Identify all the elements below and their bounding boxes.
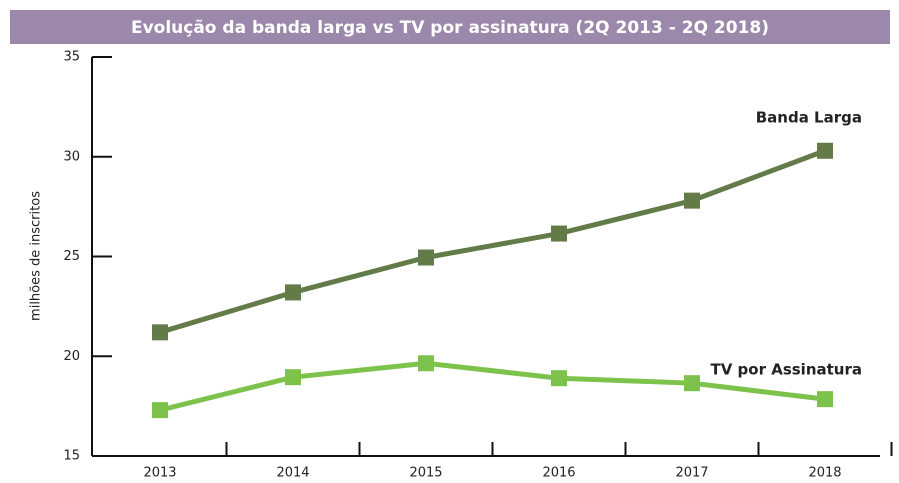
series-label: Banda Larga — [756, 108, 862, 126]
x-tick-label: 2017 — [675, 466, 708, 481]
y-tick-label: 35 — [63, 50, 80, 65]
chart-title: Evolução da banda larga vs TV por assina… — [131, 18, 769, 38]
x-tick-label: 2018 — [808, 466, 841, 481]
y-tick-label: 25 — [63, 249, 80, 264]
point — [285, 369, 301, 386]
series-label: TV por Assinatura — [710, 361, 862, 379]
point — [684, 192, 700, 209]
title-banner — [10, 10, 890, 44]
y-tick-label: 20 — [63, 349, 80, 364]
point — [418, 355, 434, 372]
point — [551, 370, 567, 387]
y-tick-label: 15 — [63, 449, 80, 464]
point — [684, 375, 700, 392]
y-tick-label: 30 — [63, 149, 80, 164]
x-tick-label: 2013 — [143, 466, 176, 481]
point — [551, 225, 567, 242]
x-tick-label: 2014 — [276, 466, 309, 481]
point — [152, 402, 168, 419]
point — [817, 391, 833, 408]
y-axis-label: milhões de inscritos — [29, 191, 44, 321]
series-line — [159, 148, 826, 335]
x-tick-label: 2015 — [409, 466, 442, 481]
point — [152, 324, 168, 341]
x-tick-label: 2016 — [542, 466, 575, 481]
point — [418, 249, 434, 266]
point — [817, 142, 833, 159]
point — [285, 284, 301, 301]
series-line — [159, 360, 826, 413]
